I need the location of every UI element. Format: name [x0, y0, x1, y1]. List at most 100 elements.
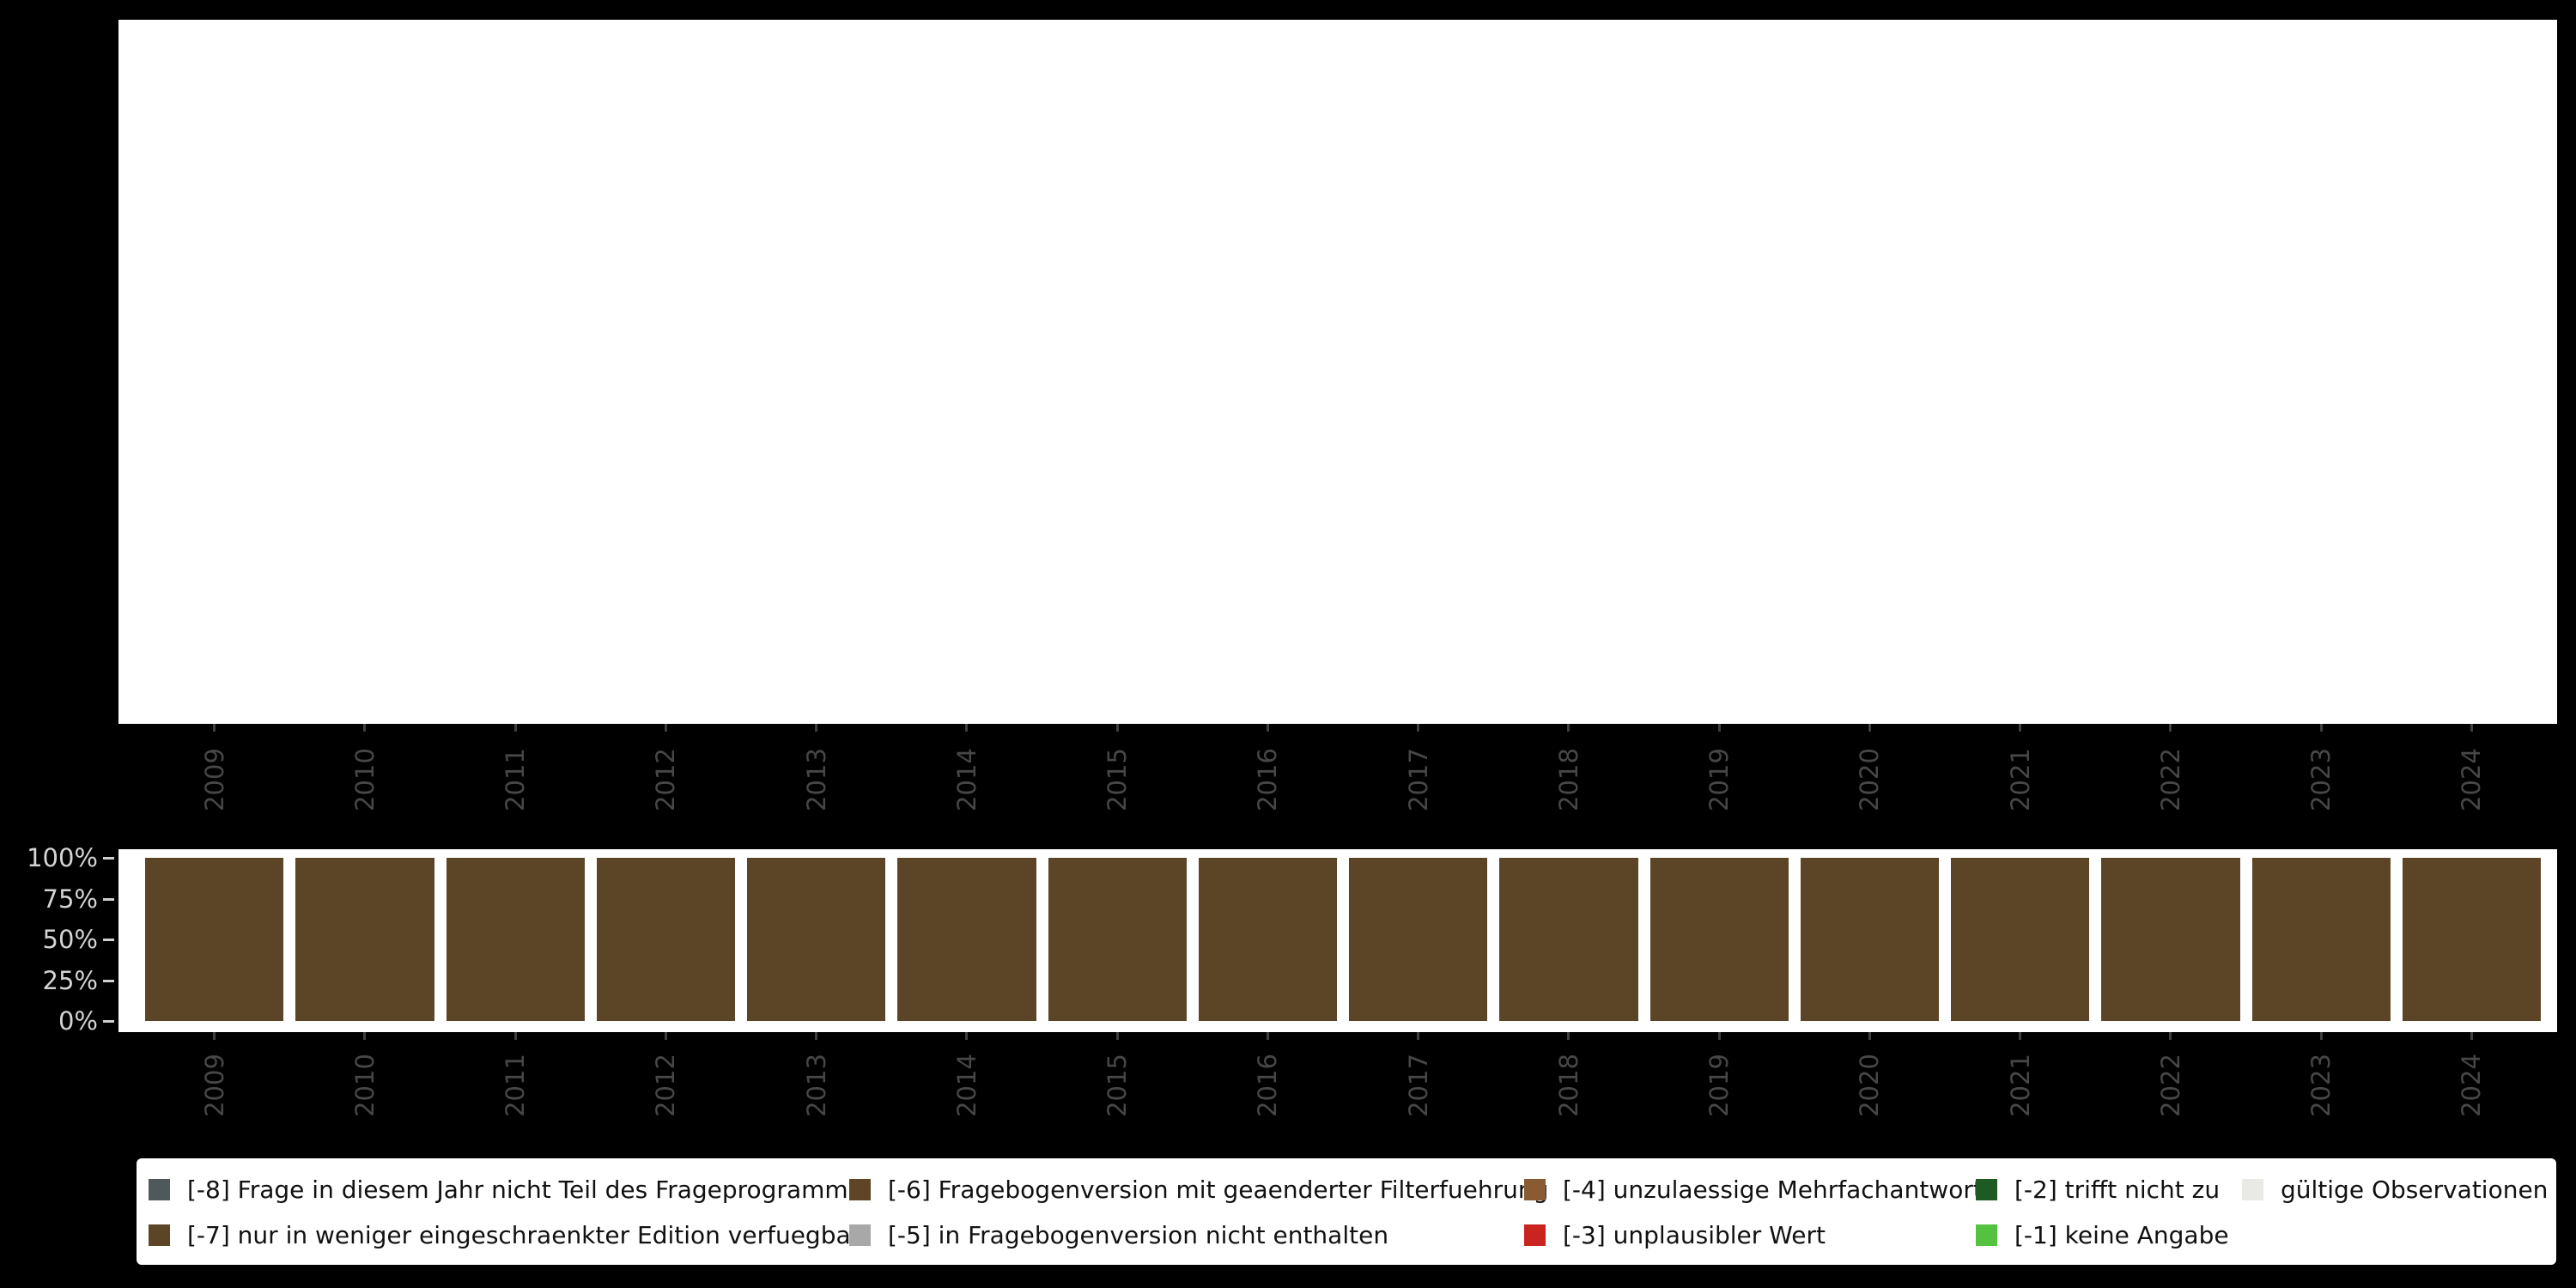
bar-2013 [747, 858, 886, 1021]
legend-swatch-minus8 [149, 1178, 170, 1200]
x-tick-label: 2018 [1553, 748, 1583, 811]
x-tick-label: 2021 [2005, 748, 2035, 811]
x-tick-label: 2020 [1855, 1054, 1885, 1117]
tick-mark [213, 724, 216, 732]
x-tick-label: 2015 [1103, 1054, 1133, 1117]
tick-mark [1417, 1032, 1420, 1040]
tick-mark [1115, 1032, 1119, 1040]
legend-label: [-3] unplausibler Wert [1563, 1220, 1826, 1249]
x-tick-label: 2019 [1704, 1054, 1735, 1117]
tick-mark [1717, 724, 1721, 732]
bar-2024 [2402, 858, 2541, 1021]
bar-2009 [145, 858, 284, 1021]
upper-x-ticks [139, 724, 2547, 732]
tick-mark [1567, 724, 1571, 732]
tick-mark [1115, 724, 1119, 732]
bar-2014 [897, 858, 1036, 1021]
bar-2010 [295, 858, 434, 1021]
legend-swatch-minus6 [849, 1178, 871, 1200]
bar-2016 [1198, 858, 1337, 1021]
lower-x-axis-labels: 2009 2010 2011 2012 2013 2014 2015 2016 … [139, 1037, 2547, 1133]
tick-mark [2019, 1032, 2022, 1040]
x-tick-label: 2013 [801, 748, 831, 811]
legend-item-minus7: [-7] nur in weniger eingeschraenkter Edi… [149, 1219, 860, 1250]
x-tick-label: 2024 [2457, 1054, 2487, 1117]
x-tick-label: 2011 [501, 748, 531, 811]
legend-item-minus6: [-6] Fragebogenversion mit geaenderter F… [849, 1174, 1548, 1205]
tick-mark [664, 724, 667, 732]
legend-label: gültige Observationen [2281, 1175, 2549, 1204]
tick-mark [2319, 1032, 2323, 1040]
y-tick-mark [103, 898, 114, 901]
bar-2022 [2101, 858, 2240, 1021]
x-tick-label: 2022 [2155, 748, 2185, 811]
tick-mark [1266, 724, 1269, 732]
tick-mark [513, 724, 517, 732]
bar-2020 [1800, 858, 1939, 1021]
lower-x-ticks [139, 1032, 2547, 1040]
x-tick-label: 2017 [1403, 1054, 1433, 1117]
x-tick-label: 2020 [1855, 748, 1885, 811]
tick-mark [815, 724, 818, 732]
legend-label: [-6] Fragebogenversion mit geaenderter F… [888, 1175, 1549, 1204]
y-tick-mark [103, 980, 114, 982]
x-tick-label: 2014 [951, 1054, 981, 1117]
y-tick-label: 0% [58, 1006, 98, 1036]
tick-mark [815, 1032, 818, 1040]
legend-item-minus1: [-1] keine Angabe [1976, 1219, 2229, 1250]
x-tick-label: 2019 [1704, 748, 1735, 811]
legend-item-minus2: [-2] trifft nicht zu [1976, 1174, 2220, 1205]
x-tick-label: 2009 [199, 748, 229, 811]
x-tick-label: 2014 [951, 748, 981, 811]
tick-mark [1417, 724, 1420, 732]
x-tick-label: 2009 [199, 1054, 229, 1117]
legend-item-minus5: [-5] in Fragebogenversion nicht enthalte… [849, 1219, 1388, 1250]
legend: [-8] Frage in diesem Jahr nicht Teil des… [137, 1158, 2556, 1265]
y-tick-label: 75% [42, 884, 98, 914]
bar-2021 [1951, 858, 2090, 1021]
x-tick-label: 2017 [1403, 748, 1433, 811]
x-tick-label: 2016 [1253, 748, 1283, 811]
x-tick-label: 2021 [2005, 1054, 2035, 1117]
tick-mark [1266, 1032, 1269, 1040]
legend-swatch-minus1 [1976, 1224, 1997, 1246]
tick-mark [1717, 1032, 1721, 1040]
tick-mark [2019, 724, 2022, 732]
x-tick-label: 2018 [1553, 1054, 1583, 1117]
tick-mark [2169, 724, 2172, 732]
upper-plot-area [118, 20, 2557, 724]
tick-mark [213, 1032, 216, 1040]
x-tick-label: 2022 [2155, 1054, 2185, 1117]
bars [139, 858, 2547, 1021]
legend-swatch-minus7 [149, 1224, 170, 1246]
legend-label: [-2] trifft nicht zu [2014, 1175, 2221, 1204]
upper-x-axis-labels: 2009 2010 2011 2012 2013 2014 2015 2016 … [139, 732, 2547, 828]
legend-swatch-minus5 [849, 1224, 871, 1246]
x-tick-label: 2024 [2457, 748, 2487, 811]
legend-label: [-4] unzulaessige Mehrfachantwort [1563, 1175, 1983, 1204]
tick-mark [2470, 1032, 2473, 1040]
tick-mark [1567, 1032, 1571, 1040]
bar-2011 [446, 858, 585, 1021]
x-tick-label: 2016 [1253, 1054, 1283, 1117]
tick-mark [965, 724, 969, 732]
x-tick-label: 2010 [349, 748, 380, 811]
bar-2015 [1048, 858, 1187, 1021]
tick-mark [664, 1032, 667, 1040]
legend-swatch-minus4 [1524, 1178, 1546, 1200]
y-tick-label: 50% [42, 925, 98, 954]
y-tick-label: 100% [27, 843, 98, 872]
tick-mark [2319, 724, 2323, 732]
x-tick-label: 2012 [651, 748, 681, 811]
y-tick-mark [103, 939, 114, 941]
legend-item-minus4: [-4] unzulaessige Mehrfachantwort [1524, 1174, 1983, 1205]
x-tick-label: 2010 [349, 1054, 380, 1117]
x-tick-label: 2023 [2306, 748, 2336, 811]
y-tick-mark [103, 1020, 114, 1023]
bar-2012 [596, 858, 735, 1021]
legend-item-valid: gültige Observationen [2242, 1174, 2548, 1205]
bar-2017 [1349, 858, 1488, 1021]
tick-mark [1868, 1032, 1871, 1040]
legend-swatch-minus3 [1524, 1224, 1546, 1246]
